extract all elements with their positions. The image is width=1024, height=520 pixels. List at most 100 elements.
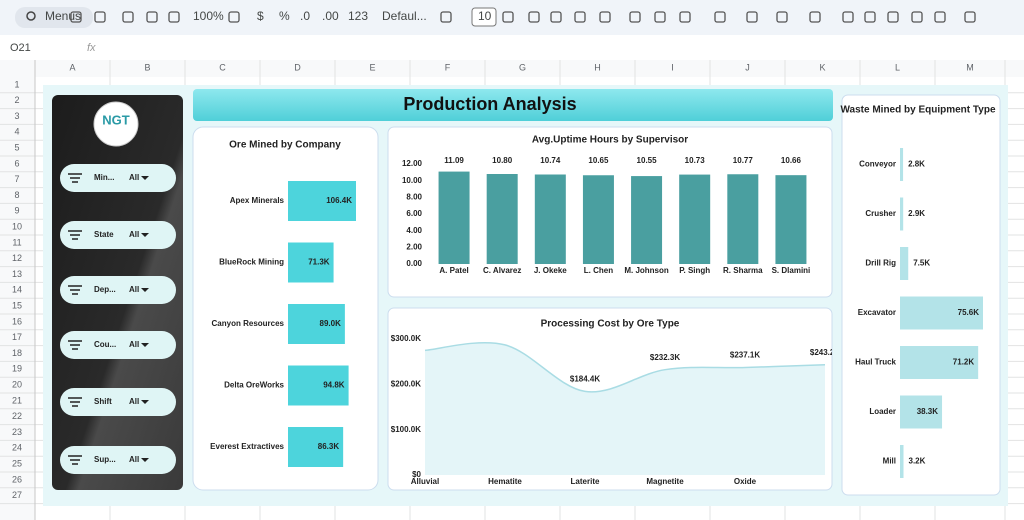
- bar: [900, 346, 979, 379]
- x-tick-label: Hematite: [488, 477, 522, 486]
- bar: [900, 296, 983, 330]
- toolbar-percent[interactable]: %: [279, 9, 290, 23]
- toolbar-icon[interactable]: [502, 11, 514, 23]
- column-label: B: [144, 62, 150, 72]
- x-tick-label: Oxide: [734, 477, 757, 486]
- toolbar-icon[interactable]: [911, 11, 923, 23]
- filter-pill[interactable]: [60, 446, 176, 474]
- filter-pill[interactable]: [60, 276, 176, 304]
- bar: [288, 181, 356, 221]
- toolbar-icon[interactable]: [70, 11, 82, 23]
- category-label: Drill Rig: [865, 259, 896, 268]
- value-label: $184.4K: [570, 375, 600, 384]
- y-tick-label: 0.00: [406, 259, 422, 268]
- x-tick-label: R. Sharma: [723, 266, 763, 275]
- name-box[interactable]: O21: [10, 42, 31, 54]
- toolbar-font-size[interactable]: 10: [478, 9, 492, 23]
- toolbar-icon[interactable]: [574, 11, 586, 23]
- row-label: 4: [14, 127, 19, 137]
- y-tick-label: $0: [412, 470, 421, 479]
- toolbar-icon[interactable]: [440, 11, 452, 23]
- font-size-box[interactable]: [471, 7, 497, 27]
- x-tick-label: Laterite: [571, 477, 600, 486]
- toolbar-increase-decimal[interactable]: .00: [322, 9, 339, 23]
- column-label: H: [594, 62, 601, 72]
- row-label: 14: [12, 285, 22, 295]
- dropdown-caret: [141, 176, 149, 180]
- toolbar-icon[interactable]: [122, 11, 134, 23]
- column-label: D: [294, 62, 301, 72]
- area: [425, 342, 825, 475]
- toolbar-icon[interactable]: [94, 11, 106, 23]
- toolbar-icon[interactable]: [228, 11, 240, 23]
- bar: [288, 427, 344, 467]
- toolbar-icon[interactable]: [887, 11, 899, 23]
- x-tick-label: M. Johnson: [624, 266, 669, 275]
- column-label: J: [745, 62, 750, 72]
- toolbar-icon[interactable]: [776, 11, 788, 23]
- filter-value: All: [129, 285, 139, 294]
- value-label: 89.0K: [320, 319, 342, 328]
- toolbar-search[interactable]: Menus: [45, 9, 81, 23]
- y-tick-label: 2.00: [406, 242, 422, 251]
- toolbar-currency[interactable]: $: [257, 9, 264, 23]
- toolbar-font[interactable]: Defaul...: [382, 9, 427, 23]
- toolbar-icon[interactable]: [809, 11, 821, 23]
- filter-value: All: [129, 455, 139, 464]
- row-label: 21: [12, 395, 22, 405]
- value-label: 71.3K: [308, 258, 330, 267]
- filter-pill[interactable]: [60, 331, 176, 359]
- filter-pill[interactable]: [60, 164, 176, 192]
- toolbar-icon[interactable]: [629, 11, 641, 23]
- bar: [900, 395, 943, 429]
- category-label: Canyon Resources: [212, 319, 285, 328]
- row-label: 8: [14, 190, 19, 200]
- row-label: 5: [14, 142, 19, 152]
- category-label: Excavator: [858, 308, 896, 317]
- filter-label: Min...: [94, 173, 114, 182]
- column-label: F: [445, 62, 451, 72]
- row-label: 24: [12, 443, 22, 453]
- y-tick-label: 6.00: [406, 209, 422, 218]
- toolbar-icon[interactable]: [842, 11, 854, 23]
- column-label: M: [966, 62, 974, 72]
- value-label: 10.55: [637, 156, 658, 165]
- filter-pill[interactable]: [60, 221, 176, 249]
- toolbar-icon[interactable]: [168, 11, 180, 23]
- toolbar-icon[interactable]: [714, 11, 726, 23]
- toolbar-icon[interactable]: [934, 11, 946, 23]
- bar: [900, 247, 909, 280]
- column-label: E: [369, 62, 375, 72]
- y-tick-label: 4.00: [406, 226, 422, 235]
- row-label: 22: [12, 411, 22, 421]
- column-label: C: [219, 62, 226, 72]
- filter-label: Shift: [94, 397, 112, 406]
- value-label: 10.73: [685, 156, 706, 165]
- x-tick-label: L. Chen: [584, 266, 613, 275]
- toolbar-number-format[interactable]: 123: [348, 9, 368, 23]
- y-tick-label: 8.00: [406, 192, 422, 201]
- toolbar-icon[interactable]: [146, 11, 158, 23]
- toolbar-decrease-decimal[interactable]: .0: [300, 9, 310, 23]
- column-label: A: [69, 62, 75, 72]
- toolbar-icon[interactable]: [599, 11, 611, 23]
- toolbar-icon[interactable]: [654, 11, 666, 23]
- toolbar-icon[interactable]: [864, 11, 876, 23]
- category-label: Mill: [883, 457, 896, 466]
- toolbar-icon[interactable]: [528, 11, 540, 23]
- filter-pill[interactable]: [60, 388, 176, 416]
- column-header: [0, 60, 1024, 77]
- toolbar-icon[interactable]: [746, 11, 758, 23]
- filter-label: Cou...: [94, 340, 116, 349]
- row-label: 25: [12, 458, 22, 468]
- toolbar-icon[interactable]: [550, 11, 562, 23]
- chart-title: Avg.Uptime Hours by Supervisor: [532, 135, 688, 146]
- row-label: 7: [14, 174, 19, 184]
- row-label: 11: [12, 237, 21, 247]
- toolbar-icon[interactable]: [964, 11, 976, 23]
- x-tick-label: A. Patel: [439, 266, 468, 275]
- toolbar-zoom[interactable]: 100%: [193, 9, 224, 23]
- row-label: 12: [12, 253, 22, 263]
- toolbar-icon[interactable]: [679, 11, 691, 23]
- row-label: 10: [12, 221, 22, 231]
